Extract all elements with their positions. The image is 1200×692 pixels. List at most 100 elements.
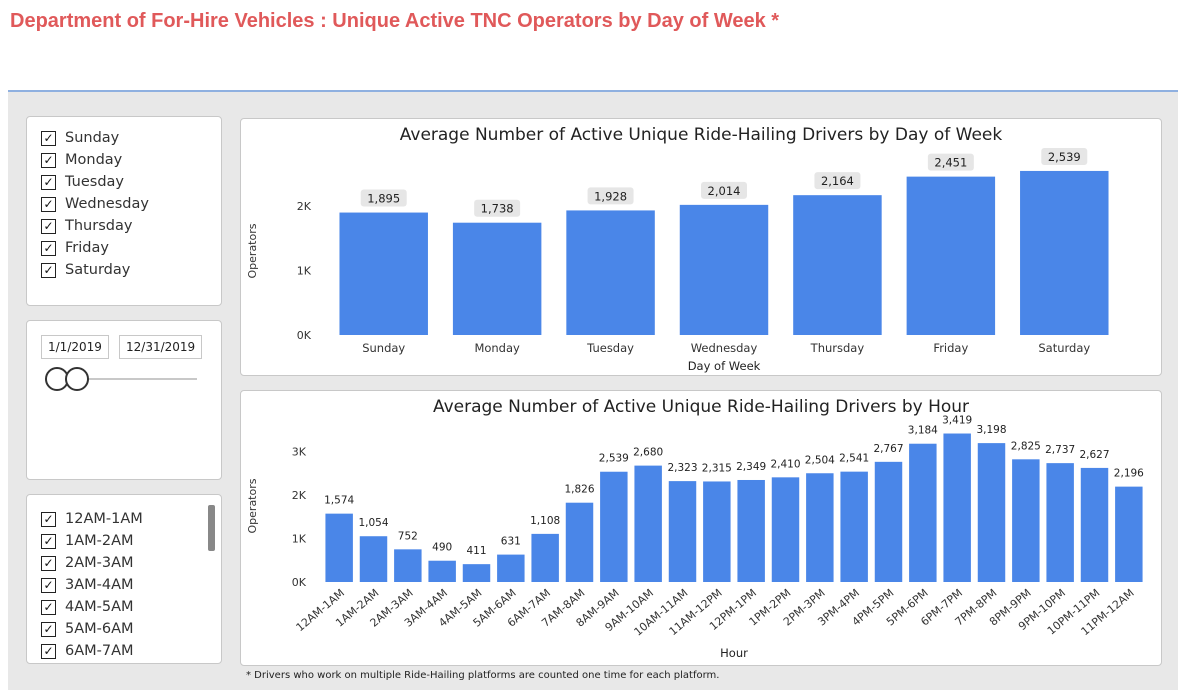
hour-slicer-item[interactable]: ✓ 5AM-6AM	[41, 618, 221, 640]
bar	[793, 195, 882, 335]
hour-slicer-item[interactable]: ✓ 12AM-1AM	[41, 508, 221, 530]
data-label: 3,184	[908, 425, 938, 437]
hour-slicer-item[interactable]: ✓ 3AM-4AM	[41, 574, 221, 596]
bar	[806, 473, 834, 582]
checkbox-checked-icon[interactable]: ✓	[41, 599, 56, 615]
bar	[428, 560, 456, 582]
day-slicer-item-label: Tuesday	[65, 174, 124, 190]
day-slicer-item[interactable]: ✓ Tuesday	[41, 171, 221, 193]
bar	[977, 443, 1006, 582]
hour-slicer-item[interactable]: ✓ 6AM-7AM	[41, 640, 221, 662]
x-tick-label: Monday	[474, 341, 520, 355]
data-label: 2,627	[1079, 449, 1109, 461]
data-label: 2,315	[702, 462, 732, 474]
data-label: 1,738	[481, 202, 514, 216]
data-label-background	[587, 187, 634, 205]
checkbox-checked-icon[interactable]: ✓	[41, 511, 56, 527]
data-label: 1,826	[564, 484, 594, 496]
checkbox-checked-icon[interactable]: ✓	[41, 196, 56, 212]
hour-slicer-scrollbar[interactable]	[208, 505, 215, 551]
bar	[1115, 486, 1143, 582]
bar	[462, 564, 491, 582]
checkbox-checked-icon[interactable]: ✓	[41, 174, 56, 190]
day-slicer-item[interactable]: ✓ Friday	[41, 237, 221, 259]
data-label-background	[360, 189, 407, 207]
bar	[566, 210, 655, 335]
day-slicer: ✓ Sunday ✓ Monday ✓ Tuesday ✓ Wednesday ✓ Thursda…	[26, 116, 222, 306]
checkbox-checked-icon[interactable]: ✓	[41, 218, 56, 234]
hour-slicer-item-label: 1AM-2AM	[65, 533, 134, 549]
day-slicer-item-label: Saturday	[65, 262, 131, 278]
data-label: 2,451	[934, 156, 967, 170]
y-tick-label: 2K	[297, 200, 312, 213]
hour-slicer-item-label: 2AM-3AM	[65, 555, 134, 571]
hour-slicer-item[interactable]: ✓ 1AM-2AM	[41, 530, 221, 552]
bar	[703, 481, 731, 582]
day-slicer-item[interactable]: ✓ Thursday	[41, 215, 221, 237]
checkbox-checked-icon[interactable]: ✓	[41, 130, 56, 146]
data-label: 2,410	[770, 458, 800, 470]
hour-slicer-item[interactable]: ✓ 2AM-3AM	[41, 552, 221, 574]
checkbox-checked-icon[interactable]: ✓	[41, 577, 56, 593]
data-label: 1,108	[530, 515, 560, 527]
checkbox-checked-icon[interactable]: ✓	[41, 621, 56, 637]
checkbox-checked-icon[interactable]: ✓	[41, 240, 56, 256]
bar	[1020, 170, 1109, 335]
day-slicer-item-label: Friday	[65, 240, 109, 256]
bar	[600, 471, 628, 582]
checkbox-checked-icon[interactable]: ✓	[41, 152, 56, 168]
y-tick-label: 2K	[292, 489, 307, 502]
x-tick-label: Wednesday	[691, 341, 758, 355]
hour-slicer-item[interactable]: ✓ 4AM-5AM	[41, 596, 221, 618]
day-slicer-item[interactable]: ✓ Wednesday	[41, 193, 221, 215]
hour-slicer-item-label: 5AM-6AM	[65, 621, 134, 637]
y-axis-label: Operators	[246, 223, 259, 278]
data-label: 2,737	[1045, 444, 1075, 456]
bar	[531, 533, 559, 582]
start-date-input[interactable]: 1/1/2019	[41, 335, 109, 359]
day-slicer-item[interactable]: ✓ Sunday	[41, 127, 221, 149]
bar	[1080, 467, 1109, 582]
data-label: 2,539	[599, 453, 629, 465]
data-label: 490	[432, 542, 452, 554]
data-label-background	[1041, 147, 1088, 165]
checkbox-checked-icon[interactable]: ✓	[41, 643, 56, 659]
bar	[840, 471, 868, 582]
data-label-background	[701, 181, 747, 199]
day-chart-title: Average Number of Active Unique Ride-Hai…	[399, 125, 1003, 145]
hour-slicer-item-label: 12AM-1AM	[65, 511, 143, 527]
checkbox-checked-icon[interactable]: ✓	[41, 262, 56, 278]
data-label: 752	[398, 530, 418, 542]
checkbox-checked-icon[interactable]: ✓	[41, 555, 56, 571]
bar	[668, 481, 697, 582]
bar	[1012, 459, 1040, 582]
data-label: 2,825	[1011, 440, 1041, 452]
bar	[497, 554, 525, 582]
data-label: 1,928	[594, 189, 627, 203]
date-slider-end-handle[interactable]	[65, 367, 89, 391]
title-divider	[8, 90, 1178, 92]
bar	[874, 461, 903, 582]
data-label-background	[814, 172, 861, 190]
day-of-week-chart: 0K 1K 2K Operators 1,895 Sunday 1,738 Monday 1,9…	[246, 147, 1109, 373]
page-title: Department of For-Hire Vehicles : Unique…	[10, 10, 780, 32]
day-slicer-item-label: Sunday	[65, 130, 120, 146]
checkbox-checked-icon[interactable]: ✓	[41, 533, 56, 549]
x-axis-label: Hour	[720, 646, 748, 660]
bar	[325, 513, 353, 582]
bar	[737, 479, 765, 582]
bar	[771, 477, 800, 582]
x-axis-label: Day of Week	[688, 359, 761, 373]
data-label: 2,541	[839, 453, 869, 465]
data-label: 3,419	[942, 415, 972, 427]
end-date-input[interactable]: 12/31/2019	[119, 335, 203, 359]
data-label: 2,504	[805, 454, 835, 466]
y-tick-label: 1K	[292, 533, 307, 546]
date-slider-track[interactable]	[45, 378, 197, 380]
hour-chart-title: Average Number of Active Unique Ride-Hai…	[432, 397, 970, 417]
bar	[452, 222, 542, 335]
day-slicer-item[interactable]: ✓ Saturday	[41, 259, 221, 281]
day-slicer-item[interactable]: ✓ Monday	[41, 149, 221, 171]
x-tick-label: Thursday	[810, 341, 865, 355]
